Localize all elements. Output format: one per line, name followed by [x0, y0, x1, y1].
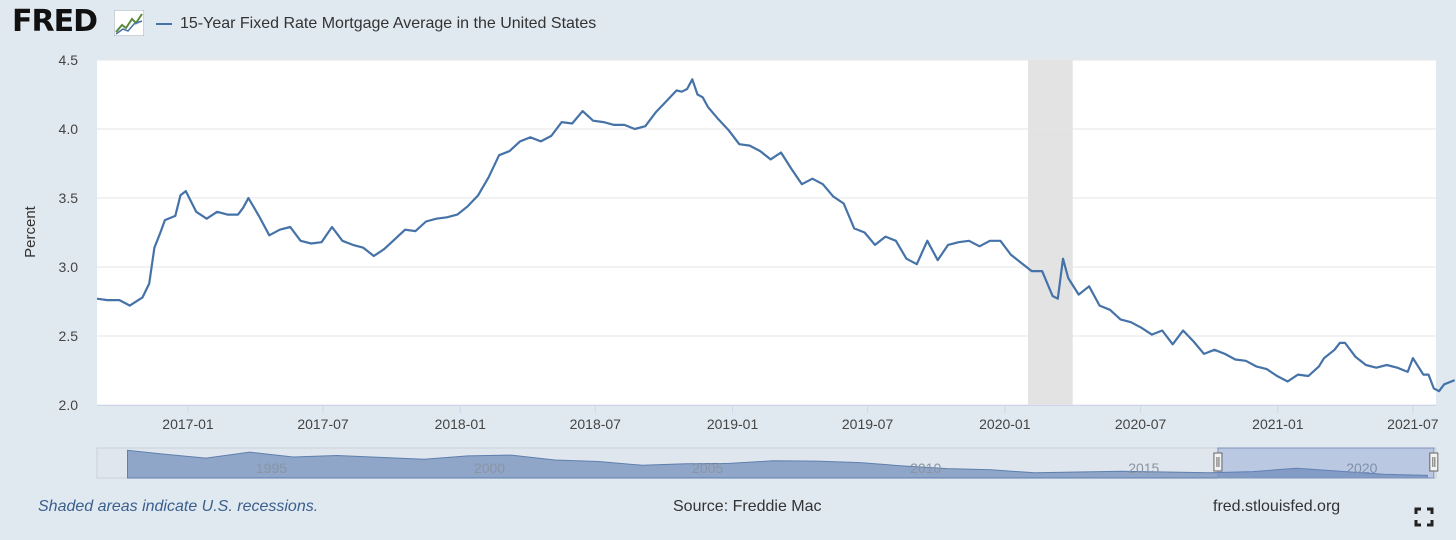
chart-legend[interactable]: 15-Year Fixed Rate Mortgage Average in t…	[156, 13, 596, 35]
navigator-tick-label: 2010	[910, 460, 941, 476]
y-tick-label: 4.0	[59, 121, 79, 137]
x-tick-label: 2019-01	[707, 416, 759, 432]
navigator-series	[127, 449, 1428, 479]
legend-line-swatch	[156, 23, 172, 25]
navigator-right-handle[interactable]	[1429, 452, 1439, 472]
y-tick-label: 3.5	[59, 190, 79, 206]
navigator-left-handle[interactable]	[1213, 452, 1223, 472]
x-tick-label: 2021-07	[1387, 416, 1439, 432]
x-tick-label: 2017-01	[162, 416, 214, 432]
chart-header: FRED 15-Year Fixed Rate Mortgage Average…	[0, 0, 1456, 48]
x-tick-label: 2017-07	[297, 416, 349, 432]
navigator-tick-label: 2020	[1346, 460, 1377, 476]
fred-logo-graph-icon	[114, 10, 144, 36]
navigator-tick-label: 2000	[474, 460, 505, 476]
source-note: Source: Freddie Mac	[673, 498, 822, 515]
plot-background	[97, 60, 1436, 405]
recession-shade	[1027, 60, 1073, 405]
navigator-tick-label: 2015	[1128, 460, 1159, 476]
y-tick-label: 2.5	[59, 328, 79, 344]
y-tick-label: 2.0	[59, 397, 79, 413]
y-tick-label: 4.5	[59, 52, 79, 68]
x-tick-label: 2020-01	[979, 416, 1031, 432]
series-line[interactable]	[96, 78, 1456, 393]
legend-series-label: 15-Year Fixed Rate Mortgage Average in t…	[180, 15, 597, 32]
site-link[interactable]: fred.stlouisfed.org	[1213, 498, 1341, 515]
x-tick-label: 2019-07	[842, 416, 894, 432]
navigator-selection[interactable]	[1217, 447, 1435, 479]
fred-logo[interactable]: FRED	[12, 4, 98, 39]
y-tick-label: 3.0	[59, 259, 79, 275]
fullscreen-icon[interactable]	[1414, 507, 1434, 527]
navigator-tick-label: 1995	[256, 460, 287, 476]
x-tick-label: 2021-01	[1252, 416, 1304, 432]
x-tick-label: 2018-07	[570, 416, 622, 432]
x-tick-label: 2018-01	[435, 416, 487, 432]
recession-note: Shaded areas indicate U.S. recessions.	[38, 498, 319, 515]
y-axis-title: Percent	[22, 205, 39, 258]
navigator-tick-label: 2005	[692, 460, 723, 476]
x-tick-label: 2020-07	[1115, 416, 1167, 432]
